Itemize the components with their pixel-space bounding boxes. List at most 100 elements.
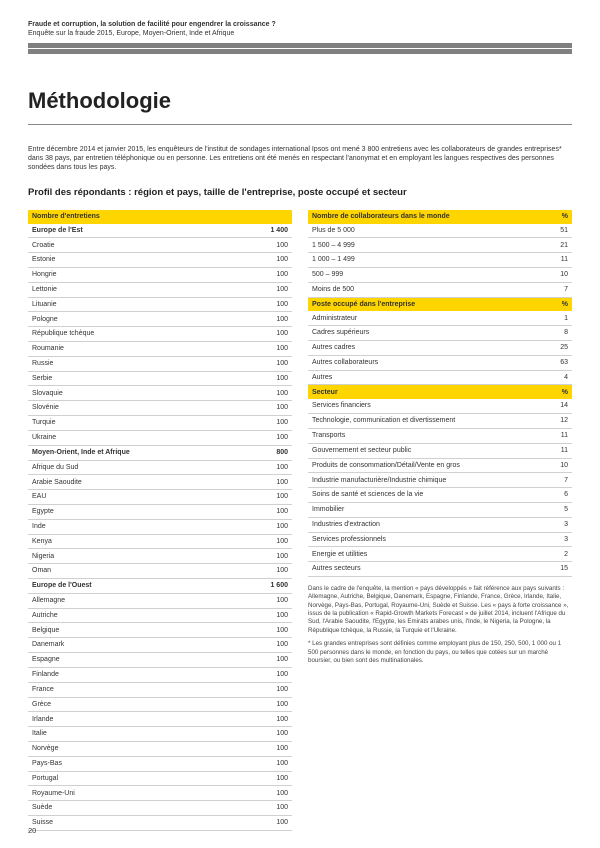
row-value: 15 bbox=[528, 562, 572, 577]
tables-columns: Nombre d'entretiensEurope de l'Est1 400C… bbox=[28, 210, 572, 831]
row-value: 14 bbox=[528, 399, 572, 413]
row-label: Industries d'extraction bbox=[308, 517, 528, 532]
row-label: Services financiers bbox=[308, 399, 528, 413]
right-column: Nombre de collaborateurs dans le monde%P… bbox=[308, 210, 572, 831]
row-label: Belgique bbox=[28, 623, 248, 638]
row-label: Pologne bbox=[28, 312, 248, 327]
row-label: Autres secteurs bbox=[308, 562, 528, 577]
row-label: Ukraine bbox=[28, 430, 248, 445]
row-value: 100 bbox=[248, 386, 292, 401]
row-label: Russie bbox=[28, 356, 248, 371]
row-value: 1 bbox=[528, 311, 572, 325]
row-value: 11 bbox=[528, 253, 572, 268]
row-label: Soins de santé et sciences de la vie bbox=[308, 488, 528, 503]
footnote-2: * Les grandes entreprises sont définies … bbox=[308, 640, 572, 665]
row-label: Autres collaborateurs bbox=[308, 355, 528, 370]
row-value: 7 bbox=[528, 473, 572, 488]
row-label: Cadres supérieurs bbox=[308, 326, 528, 341]
row-value: 10 bbox=[528, 458, 572, 473]
row-label: Oman bbox=[28, 564, 248, 579]
header-line-2: Enquête sur la fraude 2015, Europe, Moye… bbox=[28, 29, 572, 38]
row-label: Turquie bbox=[28, 416, 248, 431]
left-column: Nombre d'entretiensEurope de l'Est1 400C… bbox=[28, 210, 292, 831]
row-value: 3 bbox=[528, 517, 572, 532]
row-label: Irlande bbox=[28, 712, 248, 727]
row-label: Immobilier bbox=[308, 502, 528, 517]
running-header: Fraude et corruption, la solution de fac… bbox=[28, 20, 572, 39]
row-value: 100 bbox=[248, 534, 292, 549]
row-value: 100 bbox=[248, 741, 292, 756]
row-label: Allemagne bbox=[28, 593, 248, 608]
row-value: 100 bbox=[248, 771, 292, 786]
row-label: 500 – 999 bbox=[308, 267, 528, 282]
row-value: 100 bbox=[248, 327, 292, 342]
row-value: 100 bbox=[248, 593, 292, 608]
row-label: Industrie manufacturière/Industrie chimi… bbox=[308, 473, 528, 488]
row-label: Lettonie bbox=[28, 282, 248, 297]
row-value: 100 bbox=[248, 253, 292, 268]
row-label: Espagne bbox=[28, 653, 248, 668]
row-label: Moins de 500 bbox=[308, 282, 528, 297]
row-label: Egypte bbox=[28, 504, 248, 519]
section-total: 1 400 bbox=[248, 224, 292, 238]
header-line-1: Fraude et corruption, la solution de fac… bbox=[28, 20, 572, 29]
row-value: 100 bbox=[248, 653, 292, 668]
row-value: 8 bbox=[528, 326, 572, 341]
col-header: % bbox=[528, 385, 572, 399]
row-value: 100 bbox=[248, 564, 292, 579]
col-header: % bbox=[528, 297, 572, 311]
row-value: 5 bbox=[528, 502, 572, 517]
col-header: Poste occupé dans l'entreprise bbox=[308, 297, 528, 311]
row-label: Autriche bbox=[28, 608, 248, 623]
row-value: 10 bbox=[528, 267, 572, 282]
row-value: 3 bbox=[528, 532, 572, 547]
row-value: 100 bbox=[248, 371, 292, 386]
row-value: 100 bbox=[248, 786, 292, 801]
row-label: Grèce bbox=[28, 697, 248, 712]
row-value: 100 bbox=[248, 682, 292, 697]
page-number: 20 bbox=[28, 826, 36, 836]
row-value: 100 bbox=[248, 238, 292, 253]
row-value: 7 bbox=[528, 282, 572, 297]
row-label: Energie et utilities bbox=[308, 547, 528, 562]
row-label: Services professionnels bbox=[308, 532, 528, 547]
section-label: Moyen-Orient, Inde et Afrique bbox=[28, 445, 248, 460]
row-value: 100 bbox=[248, 430, 292, 445]
row-label: Slovaquie bbox=[28, 386, 248, 401]
row-label: Royaume-Uni bbox=[28, 786, 248, 801]
row-label: Nigeria bbox=[28, 549, 248, 564]
row-value: 100 bbox=[248, 504, 292, 519]
row-value: 11 bbox=[528, 443, 572, 458]
col-header: % bbox=[528, 210, 572, 224]
row-value: 100 bbox=[248, 490, 292, 505]
row-value: 12 bbox=[528, 414, 572, 429]
header-bar-top bbox=[28, 43, 572, 48]
row-label: 1 000 – 1 499 bbox=[308, 253, 528, 268]
row-label: Finlande bbox=[28, 667, 248, 682]
row-value: 63 bbox=[528, 355, 572, 370]
row-value: 100 bbox=[248, 297, 292, 312]
row-value: 100 bbox=[248, 727, 292, 742]
section-label: Europe de l'Est bbox=[28, 224, 248, 238]
row-value: 100 bbox=[248, 342, 292, 357]
row-label: Inde bbox=[28, 519, 248, 534]
footnotes: Dans le cadre de l'enquête, la mention «… bbox=[308, 585, 572, 665]
row-label: Autres bbox=[308, 370, 528, 385]
row-value: 100 bbox=[248, 549, 292, 564]
row-value: 100 bbox=[248, 356, 292, 371]
row-label: Transports bbox=[308, 428, 528, 443]
row-value: 100 bbox=[248, 312, 292, 327]
row-label: Portugal bbox=[28, 771, 248, 786]
row-value: 100 bbox=[248, 460, 292, 475]
row-label: Gouvernement et secteur public bbox=[308, 443, 528, 458]
profile-tables: Nombre de collaborateurs dans le monde%P… bbox=[308, 210, 572, 577]
row-value: 100 bbox=[248, 416, 292, 431]
section-subtitle: Profil des répondants : région et pays, … bbox=[28, 187, 572, 200]
row-label: Estonie bbox=[28, 253, 248, 268]
row-label: Hongrie bbox=[28, 267, 248, 282]
section-label: Europe de l'Ouest bbox=[28, 579, 248, 594]
row-value: 100 bbox=[248, 816, 292, 831]
row-value: 11 bbox=[528, 428, 572, 443]
col-header bbox=[248, 210, 292, 224]
row-label: Produits de consommation/Détail/Vente en… bbox=[308, 458, 528, 473]
